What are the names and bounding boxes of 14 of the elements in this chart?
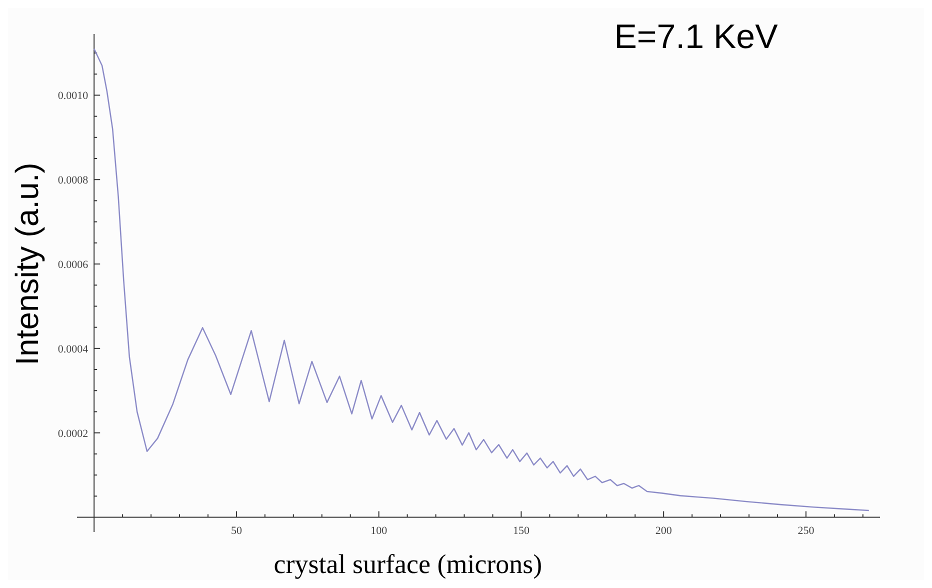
x-tick-label: 50 <box>230 525 242 538</box>
x-tick-label: 150 <box>512 525 530 538</box>
y-tick-label: 0.0002 <box>58 428 88 440</box>
line-series <box>93 48 870 512</box>
x-tick-label: 100 <box>370 525 388 538</box>
y-tick-label: 0.0010 <box>58 90 89 102</box>
y-axis-title: Intensity (a.u.) <box>9 162 45 366</box>
chart-title: E=7.1 KeV <box>614 18 778 56</box>
x-tick-label: 200 <box>655 525 672 538</box>
y-tick-label: 0.0004 <box>58 343 89 356</box>
x-tick-label: 250 <box>798 525 815 538</box>
y-tick-label: 0.0006 <box>58 259 89 272</box>
x-axis-title: crystal surface (microns) <box>274 549 542 579</box>
y-tick-label: 0.0008 <box>58 174 89 187</box>
